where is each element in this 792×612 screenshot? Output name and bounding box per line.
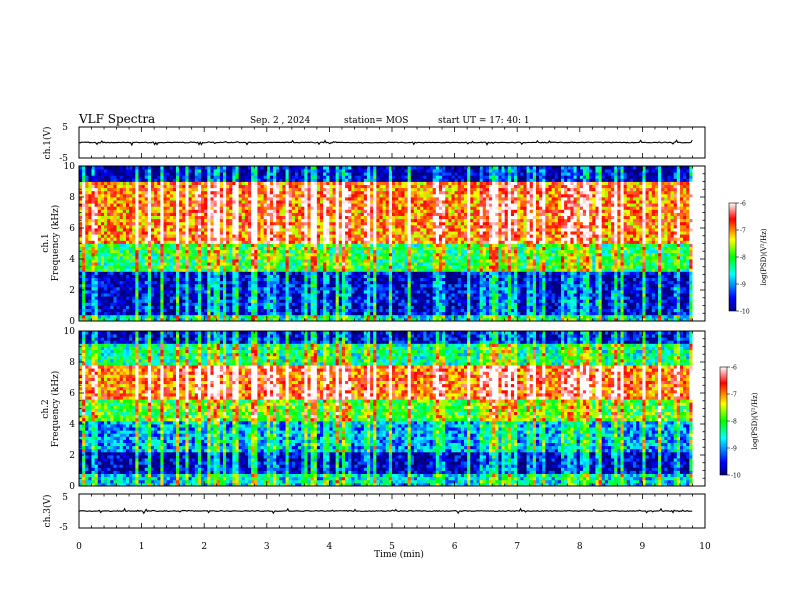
colorbar-tick-label: -6 xyxy=(740,201,746,208)
ch3-ytick-bottom: -5 xyxy=(59,523,68,533)
ch2-spectrogram-panel: 0 2 4 6 8 10 ch.2 Frequency (kHz) xyxy=(41,327,706,492)
ch1-colorbar-label: log(PSD)(V²/Hz) xyxy=(760,228,768,285)
ch1-frequency-ylabel: Frequency (kHz) xyxy=(50,205,61,282)
ch1-waveform-ticks xyxy=(78,127,706,158)
station-label: station= MOS xyxy=(344,116,408,126)
colorbar-tick-label: -6 xyxy=(731,365,737,372)
time-tick-label: 10 xyxy=(699,542,711,552)
colorbar-tick-label: -9 xyxy=(740,282,746,289)
ch1-colorbar-scale xyxy=(728,202,737,312)
ch1-waveform-ylabel: ch.1(V) xyxy=(42,127,53,160)
frequency-tick-label: 2 xyxy=(69,451,75,461)
colorbar-tick-label: -7 xyxy=(731,392,737,399)
frequency-tick-label: 0 xyxy=(69,482,75,492)
frequency-tick-label: 8 xyxy=(69,193,75,203)
ch2-spectrogram-ticks: 0 2 4 6 8 10 xyxy=(64,327,706,492)
time-tick-label: 5 xyxy=(389,542,395,552)
ch2-colorbar-label: log(PSD)(V²/Hz) xyxy=(751,392,759,449)
colorbar-tick-label: -7 xyxy=(740,228,746,235)
ch2-spectrogram-image xyxy=(79,331,705,487)
frequency-tick-label: 10 xyxy=(64,327,76,337)
time-tick-label: 0 xyxy=(76,542,82,552)
ch3-waveform-trace xyxy=(78,507,693,515)
colorbar-tick-label: -10 xyxy=(731,473,741,480)
time-tick-label: 8 xyxy=(577,542,583,552)
time-tick-label: 4 xyxy=(327,542,333,552)
colorbar-tick-label: -8 xyxy=(731,419,737,426)
ch3-ytick-top: 5 xyxy=(62,493,68,503)
time-axis-label: Time (min) xyxy=(374,549,424,560)
ch1-ytick-bottom: -5 xyxy=(59,154,68,164)
frequency-tick-label: 6 xyxy=(69,389,75,399)
frequency-tick-label: 4 xyxy=(69,420,75,430)
time-tick-label: 7 xyxy=(514,542,520,552)
ch1-waveform-trace xyxy=(78,139,693,147)
figure-title: VLF Spectra xyxy=(78,112,155,126)
ch2-spectrogram-ylabel: ch.2 xyxy=(41,399,51,418)
time-tick-label: 1 xyxy=(139,542,145,552)
time-axis-tick-labels: 0 1 2 3 4 5 6 7 8 9 10 xyxy=(76,542,711,552)
frequency-tick-label: 2 xyxy=(69,286,75,296)
waveform-line xyxy=(78,139,693,147)
time-tick-label: 3 xyxy=(264,542,270,552)
ch2-colorbar-scale xyxy=(719,366,728,476)
frequency-tick-label: 10 xyxy=(64,162,76,172)
ch1-colorbar-ticks: -6 -7 -8 -9 -10 xyxy=(736,201,750,316)
frequency-tick-label: 6 xyxy=(69,224,75,234)
frequency-tick-label: 0 xyxy=(69,317,75,327)
ch2-frequency-ylabel: Frequency (kHz) xyxy=(50,371,61,448)
colorbar-tick-label: -10 xyxy=(740,309,750,316)
ch1-ytick-top: 5 xyxy=(62,123,68,133)
time-tick-label: 9 xyxy=(640,542,646,552)
frequency-tick-label: 4 xyxy=(69,255,75,265)
ch1-colorbar: -6 -7 -8 -9 -10 log(PSD)(V²/Hz) xyxy=(728,201,768,316)
ch1-waveform-panel: 5 -5 ch.1(V) xyxy=(42,123,706,164)
ch2-colorbar: -6 -7 -8 -9 -10 log(PSD)(V²/Hz) xyxy=(719,365,759,480)
ch3-waveform-panel: 5 -5 ch.3(V) 0 1 2 3 4 5 6 7 8 9 10 Time (min) xyxy=(42,493,711,560)
ch1-spectrogram-ylabel: ch.1 xyxy=(41,233,51,252)
time-tick-label: 6 xyxy=(452,542,458,552)
waveform-line xyxy=(78,507,693,515)
start-time-label: start UT = 17: 40: 1 xyxy=(438,116,530,126)
ch1-spectrogram-ticks: 0 2 4 6 8 10 xyxy=(64,162,706,327)
ch3-waveform-ticks xyxy=(78,494,706,528)
colorbar-tick-label: -9 xyxy=(731,446,737,453)
frequency-tick-label: 8 xyxy=(69,358,75,368)
colorbar-tick-label: -8 xyxy=(740,255,746,262)
date-label: Sep. 2 , 2024 xyxy=(250,116,310,126)
ch2-colorbar-ticks: -6 -7 -8 -9 -10 xyxy=(727,365,741,480)
ch3-waveform-ylabel: ch.3(V) xyxy=(42,495,53,528)
time-tick-label: 2 xyxy=(201,542,207,552)
ch1-spectrogram-panel: 0 2 4 6 8 10 ch.1 Frequency (kHz) xyxy=(41,162,706,327)
ch1-spectrogram-image xyxy=(79,166,705,322)
